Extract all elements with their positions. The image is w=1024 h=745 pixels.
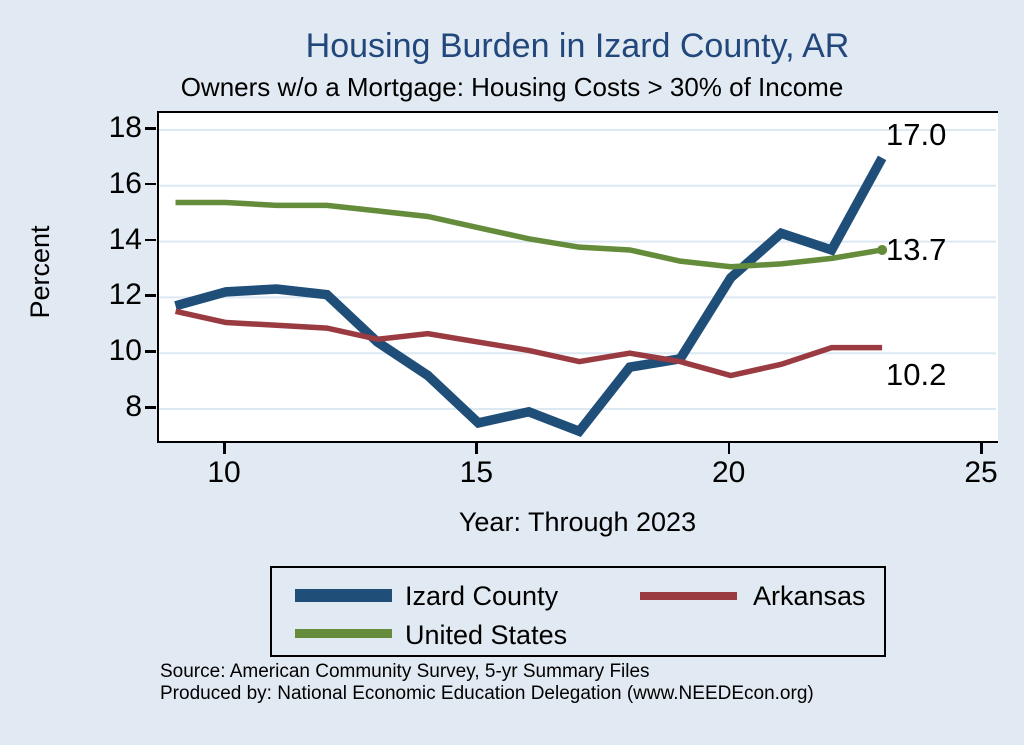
y-tickmark-10 <box>145 350 156 353</box>
y-tick-label-18: 18 <box>108 111 142 144</box>
y-tickmark-16 <box>145 182 156 186</box>
end-value-label-17.0: 17.0 <box>886 117 947 152</box>
x-tickmark-20 <box>727 443 731 454</box>
legend-label-united-states: United States <box>405 620 568 650</box>
x-tickmark-25 <box>980 443 983 454</box>
x-tick-label-25: 25 <box>964 456 998 489</box>
y-tickmark-14 <box>145 238 156 242</box>
source-line-2: Produced by: National Economic Education… <box>160 683 814 704</box>
source-note: Source: American Community Survey, 5-yr … <box>160 661 814 705</box>
series-line-united-states <box>175 199 883 270</box>
chart-subtitle: Owners w/o a Mortgage: Housing Costs > 3… <box>180 72 844 102</box>
legend-label-izard-county: Izard County <box>405 581 559 611</box>
end-value-label-13.7: 13.7 <box>886 232 947 267</box>
end-marker-united-states <box>877 244 888 255</box>
y-tick-label-12: 12 <box>108 278 142 312</box>
y-axis-title: Percent <box>25 225 55 319</box>
y-tick-label-8: 8 <box>125 390 142 423</box>
end-value-label-10.2: 10.2 <box>886 357 947 392</box>
plot-area <box>157 111 998 443</box>
x-tickmark-10 <box>223 443 226 454</box>
y-tick-label-16: 16 <box>108 166 142 200</box>
y-tickmark-8 <box>145 406 156 409</box>
x-tick-label-20: 20 <box>712 456 746 489</box>
legend-key-united-states <box>295 629 392 638</box>
x-tickmark-15 <box>475 443 478 454</box>
legend-key-izard-county <box>295 589 392 602</box>
legend: Izard County Arkansas United States <box>270 566 886 657</box>
chart-title: Housing Burden in Izard County, AR <box>305 27 850 65</box>
y-tickmark-12 <box>145 294 156 297</box>
y-tick-label-14: 14 <box>108 222 142 256</box>
legend-key-arkansas <box>640 592 737 600</box>
line-chart-canvas <box>159 129 996 438</box>
x-tick-label-15: 15 <box>459 456 494 489</box>
legend-label-arkansas: Arkansas <box>753 581 866 611</box>
x-tick-label-10: 10 <box>207 456 241 489</box>
x-axis-title: Year: Through 2023 <box>458 507 697 537</box>
series-line-izard-county <box>174 155 887 438</box>
y-tick-label-10: 10 <box>108 334 142 368</box>
y-tickmark-18 <box>145 127 156 130</box>
source-line-1: Source: American Community Survey, 5-yr … <box>160 661 650 682</box>
series-line-arkansas <box>174 308 883 379</box>
